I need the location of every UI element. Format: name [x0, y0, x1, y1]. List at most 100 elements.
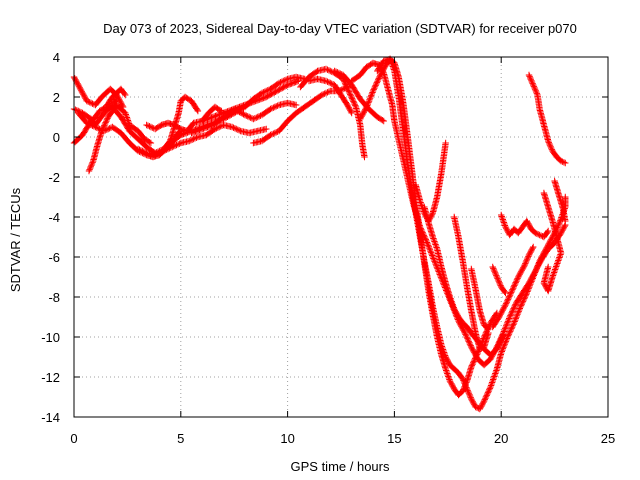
data-point	[508, 309, 515, 316]
data-point	[364, 100, 371, 108]
data-point	[417, 199, 424, 206]
data-point	[468, 363, 475, 371]
data-point	[443, 368, 450, 376]
data-point	[533, 230, 540, 237]
data-point	[431, 258, 438, 265]
y-tick-label: -4	[48, 210, 60, 225]
data-point	[438, 343, 446, 350]
data-point	[510, 319, 518, 327]
data-point	[463, 332, 470, 339]
series-18	[374, 55, 569, 413]
data-point	[463, 334, 470, 341]
data-point	[349, 96, 356, 104]
data-point	[494, 275, 501, 282]
data-point	[480, 399, 487, 406]
data-point	[495, 341, 503, 348]
data-point	[501, 303, 508, 310]
data-point	[81, 93, 88, 101]
data-point	[507, 326, 514, 334]
y-tick-label: -10	[41, 330, 60, 345]
data-point	[87, 164, 94, 172]
data-point	[136, 146, 143, 153]
data-point	[441, 352, 449, 359]
data-point	[484, 324, 491, 332]
data-point	[123, 112, 130, 120]
data-point	[496, 312, 503, 319]
data-point	[367, 93, 374, 100]
data-point	[347, 108, 355, 115]
data-point	[556, 218, 563, 226]
data-point	[83, 97, 90, 105]
data-point	[515, 272, 523, 279]
data-point	[72, 106, 79, 113]
y-axis-label: SDTVAR / TECUs	[8, 187, 23, 292]
data-point	[261, 88, 268, 95]
data-point	[96, 125, 103, 133]
data-point	[357, 114, 365, 121]
data-point	[505, 331, 513, 338]
data-point	[423, 239, 431, 246]
data-point	[246, 113, 253, 121]
data-point	[514, 309, 522, 316]
data-point	[472, 351, 479, 359]
data-point	[492, 370, 499, 377]
data-point	[322, 65, 330, 73]
data-point	[295, 77, 302, 85]
data-point	[511, 318, 518, 325]
data-point	[532, 229, 539, 237]
x-tick-label: 0	[70, 431, 77, 446]
data-point	[113, 95, 120, 103]
data-point	[526, 73, 533, 80]
data-point	[273, 129, 280, 136]
x-tick-label: 5	[177, 431, 184, 446]
data-point	[487, 383, 494, 391]
data-point	[529, 80, 536, 87]
data-point	[322, 77, 330, 85]
data-point	[465, 338, 472, 345]
data-point	[504, 297, 511, 304]
data-point	[216, 123, 223, 131]
x-tick-label: 10	[280, 431, 294, 446]
series-25	[489, 263, 509, 297]
data-point	[230, 124, 237, 131]
data-point	[482, 393, 490, 400]
data-point	[417, 200, 425, 208]
series-28	[540, 189, 565, 295]
data-point	[376, 73, 383, 81]
data-point	[95, 125, 102, 132]
data-point	[373, 79, 381, 86]
data-point	[503, 322, 510, 329]
data-point	[513, 314, 520, 321]
data-point	[416, 223, 424, 231]
data-point	[214, 124, 221, 131]
data-point	[560, 159, 568, 166]
data-point	[89, 159, 96, 166]
data-point	[494, 276, 502, 284]
data-point	[504, 318, 512, 325]
data-point	[278, 78, 286, 85]
data-point	[499, 333, 506, 340]
data-point	[102, 119, 109, 126]
data-point	[425, 242, 432, 249]
data-point	[267, 105, 274, 113]
y-tick-label: -14	[41, 410, 60, 425]
data-point	[346, 89, 353, 97]
data-point	[374, 78, 381, 85]
data-point	[371, 85, 378, 92]
data-point	[445, 359, 452, 366]
data-point	[263, 125, 270, 133]
data-point	[424, 240, 431, 248]
data-point	[534, 263, 541, 271]
data-point	[451, 307, 459, 314]
data-point	[267, 131, 274, 139]
data-point	[463, 384, 470, 391]
data-point	[494, 344, 501, 351]
data-point	[267, 91, 274, 98]
data-point	[427, 249, 435, 256]
data-point	[482, 395, 489, 402]
data-point	[515, 308, 522, 315]
data-point	[244, 113, 251, 120]
data-point	[258, 89, 266, 97]
series-22	[451, 213, 492, 353]
data-point	[348, 95, 356, 102]
